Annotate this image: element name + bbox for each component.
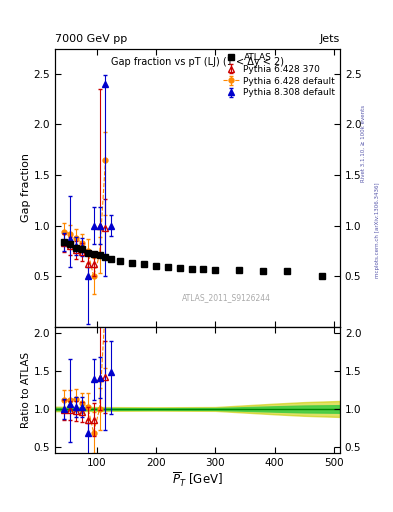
ATLAS	[320, 273, 325, 279]
ATLAS	[189, 266, 194, 272]
ATLAS	[237, 267, 241, 273]
X-axis label: $\overline{P}_T$ [GeV]: $\overline{P}_T$ [GeV]	[172, 471, 223, 489]
Y-axis label: Ratio to ATLAS: Ratio to ATLAS	[21, 352, 31, 428]
ATLAS	[91, 251, 96, 257]
ATLAS	[118, 258, 123, 264]
ATLAS	[109, 256, 114, 262]
Text: mcplots.cern.ch [arXiv:1306.3436]: mcplots.cern.ch [arXiv:1306.3436]	[375, 183, 380, 278]
ATLAS	[62, 239, 66, 245]
ATLAS	[85, 250, 90, 256]
ATLAS	[201, 266, 206, 272]
ATLAS	[68, 241, 72, 247]
ATLAS	[213, 267, 218, 273]
Legend: ATLAS, Pythia 6.428 370, Pythia 6.428 default, Pythia 8.308 default: ATLAS, Pythia 6.428 370, Pythia 6.428 de…	[223, 53, 336, 97]
ATLAS	[79, 246, 84, 252]
Text: ATLAS_2011_S9126244: ATLAS_2011_S9126244	[182, 293, 270, 302]
Text: Jets: Jets	[320, 33, 340, 44]
Line: ATLAS: ATLAS	[61, 239, 325, 279]
ATLAS	[165, 264, 170, 270]
ATLAS	[154, 263, 158, 269]
Y-axis label: Gap fraction: Gap fraction	[21, 153, 31, 222]
ATLAS	[97, 252, 102, 258]
ATLAS	[261, 268, 265, 274]
ATLAS	[284, 268, 289, 274]
Text: Gap fraction vs pT (LJ) (1 < Δy < 2): Gap fraction vs pT (LJ) (1 < Δy < 2)	[111, 57, 284, 67]
ATLAS	[130, 260, 134, 266]
ATLAS	[177, 265, 182, 271]
ATLAS	[73, 245, 78, 251]
Text: 7000 GeV pp: 7000 GeV pp	[55, 33, 127, 44]
ATLAS	[142, 261, 147, 267]
ATLAS	[103, 254, 108, 260]
Text: Rivet 3.1.10, ≥ 100k events: Rivet 3.1.10, ≥ 100k events	[361, 105, 366, 182]
